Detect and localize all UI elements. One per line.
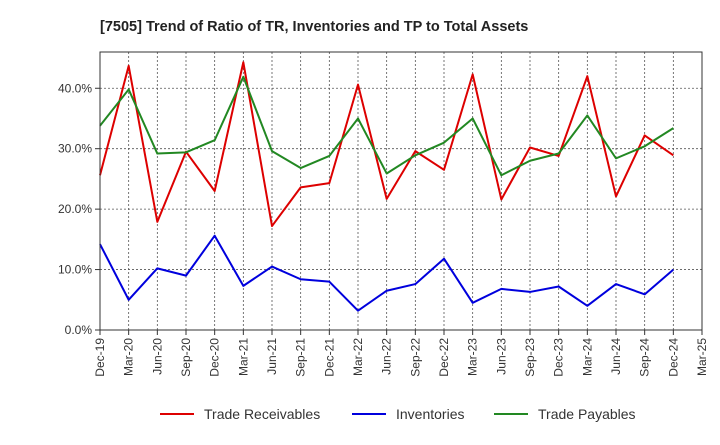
- x-tick-label: Sep-21: [294, 338, 308, 377]
- x-tick-label: Sep-20: [179, 338, 193, 377]
- x-tick-label: Jun-24: [609, 338, 623, 375]
- x-tick-label: Jun-21: [265, 338, 279, 375]
- x-tick-label: Sep-22: [408, 338, 422, 377]
- x-tick-label: Dec-23: [552, 338, 566, 377]
- axes: 0.0% 10.0% 20.0% 30.0% 40.0% Dec-19 Mar-20 Jun-…: [58, 51, 709, 377]
- legend-label: Trade Payables: [538, 406, 636, 422]
- legend-label: Inventories: [396, 406, 464, 422]
- y-tick-label: 20.0%: [58, 202, 92, 216]
- x-tick-label: Mar-20: [122, 338, 136, 376]
- x-tick-label: Mar-22: [351, 338, 365, 376]
- x-tick-label: Jun-23: [494, 338, 508, 375]
- x-tick-label: Jun-22: [380, 338, 394, 375]
- y-tick-label: 40.0%: [58, 81, 92, 95]
- grid: [100, 52, 703, 330]
- series-line-trade-receivables: [99, 61, 674, 228]
- x-tick-label: Mar-25: [695, 338, 709, 376]
- series-line-trade-payables: [99, 75, 674, 177]
- plot-area-frame: [99, 51, 703, 331]
- legend: Trade Receivables Inventories Trade Payabl…: [160, 406, 636, 422]
- x-tick-label: Dec-19: [93, 338, 107, 377]
- x-tick-label: Mar-21: [236, 338, 250, 376]
- x-tick-label: Dec-22: [437, 338, 451, 377]
- y-tick-label: 10.0%: [58, 263, 92, 277]
- x-tick-label: Sep-24: [638, 338, 652, 377]
- x-tick-label: Mar-24: [580, 338, 594, 376]
- x-tick-label: Dec-20: [208, 338, 222, 377]
- series-lines: [99, 61, 674, 312]
- x-tick-label: Jun-20: [150, 338, 164, 375]
- chart-title: [7505] Trend of Ratio of TR, Inventories…: [100, 19, 528, 35]
- y-tick-label: 0.0%: [65, 323, 93, 337]
- legend-label: Trade Receivables: [204, 406, 320, 422]
- y-tick-label: 30.0%: [58, 142, 92, 156]
- x-tick-label: Dec-24: [666, 338, 680, 377]
- x-tick-label: Mar-23: [466, 338, 480, 376]
- x-tick-label: Sep-23: [523, 338, 537, 377]
- series-line-inventories: [99, 234, 674, 312]
- x-tick-label: Dec-21: [322, 338, 336, 377]
